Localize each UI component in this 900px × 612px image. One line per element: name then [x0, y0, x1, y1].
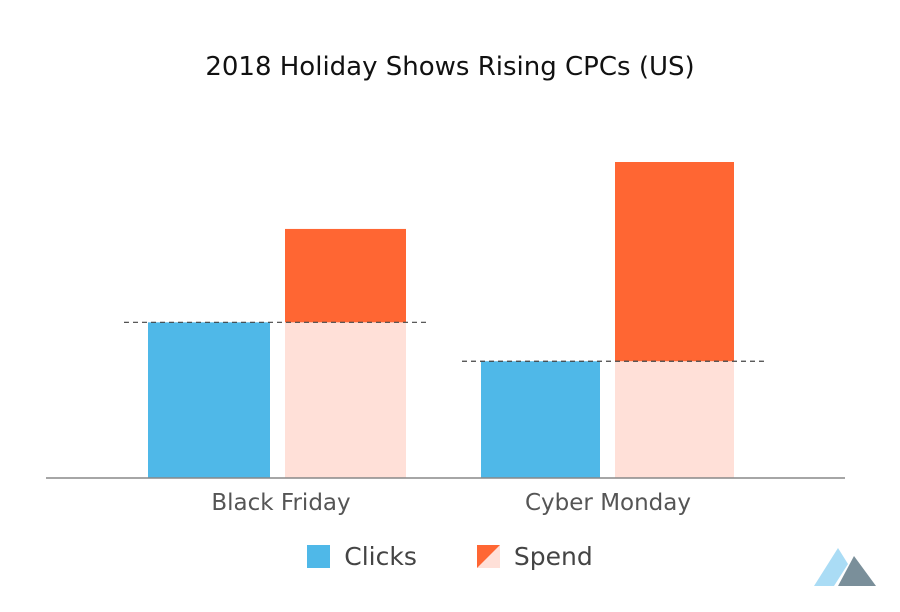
legend-item-clicks: Clicks [307, 542, 417, 571]
bar-clicks-cyber-monday [481, 361, 600, 478]
bar-clicks-black-friday [148, 322, 270, 478]
legend-swatch-spend-dark [476, 545, 500, 568]
x-tick-label-black-friday: Black Friday [211, 490, 350, 516]
legend-swatch-clicks [307, 545, 331, 568]
legend: Clicks Spend [0, 542, 900, 571]
bar-spend-base-black-friday [285, 322, 406, 478]
bar-spend-increase-black-friday [285, 228, 406, 323]
legend-label-clicks: Clicks [344, 542, 417, 571]
bar-spend-base-cyber-monday [615, 361, 734, 478]
legend-label-spend: Spend [513, 542, 593, 571]
logo-right-peak [838, 556, 876, 586]
x-tick-label-cyber-monday: Cyber Monday [525, 490, 691, 516]
legend-swatch-spend [476, 545, 500, 568]
chart-title: 2018 Holiday Shows Rising CPCs (US) [205, 52, 695, 82]
bar-spend-increase-cyber-monday [615, 162, 734, 362]
legend-item-spend: Spend [476, 542, 593, 571]
logo-left-peak [814, 548, 848, 586]
mountain-logo-icon [814, 548, 876, 586]
